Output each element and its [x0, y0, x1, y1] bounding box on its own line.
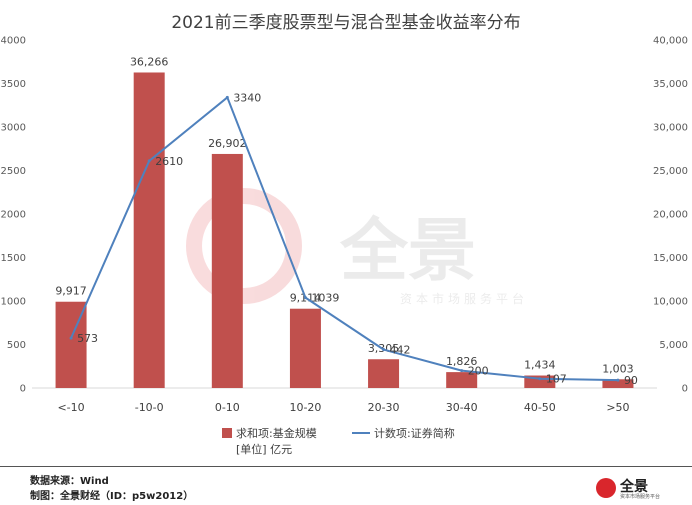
logo-mark-icon [596, 478, 616, 498]
bar [133, 72, 165, 388]
x-axis-tick: 30-40 [446, 401, 478, 414]
left-axis-tick: 0 [20, 384, 26, 395]
right-axis-tick: 40,000 [653, 36, 688, 47]
line-data-label: 442 [390, 344, 411, 357]
logo-name: 全景 [620, 479, 648, 495]
legend-bar-unit: [单位] 亿元 [236, 442, 292, 456]
line-data-label: 1039 [311, 292, 339, 305]
line-point [382, 348, 386, 352]
bar-data-label: 1,003 [602, 362, 634, 375]
left-axis-tick: 4000 [1, 36, 26, 47]
legend-bar-swatch [222, 428, 232, 438]
right-axis-tick: 35,000 [653, 79, 688, 90]
legend-bar-label: 求和项:基金规模 [236, 426, 317, 440]
right-axis-tick: 25,000 [653, 166, 688, 177]
line-point [460, 369, 464, 373]
legend-line-label: 计数项:证券简称 [374, 426, 455, 440]
line-path [70, 96, 618, 382]
footer-maker: 制图：全景财经（ID：p5w2012） [30, 491, 194, 502]
x-axis-tick: 0-10 [215, 401, 240, 414]
left-axis-tick: 2000 [1, 210, 26, 221]
x-axis-tick: 20-30 [368, 401, 400, 414]
right-y-axis: 0 5,000 10,000 15,000 20,000 25,000 30,000 35,0… [653, 36, 688, 395]
left-axis-tick: 1000 [1, 297, 26, 308]
watermark-name: 全景 [339, 212, 476, 291]
watermark-tagline: 资本市场服务平台 [400, 291, 528, 306]
right-axis-tick: 30,000 [653, 123, 688, 134]
bar-data-label: 36,266 [130, 55, 169, 68]
bar-data-label: 1,826 [446, 355, 478, 368]
line-data-label: 200 [468, 365, 489, 378]
left-axis-tick: 3000 [1, 123, 26, 134]
footer-divider [0, 466, 692, 467]
left-axis-tick: 2500 [1, 166, 26, 177]
x-axis-tick: <-10 [57, 401, 84, 414]
bar-data-label: 1,434 [524, 359, 556, 372]
line-point [616, 378, 620, 382]
chart: 全景 资本市场服务平台 2021前三季度股票型与混合型基金收益率分布 0 500 1… [1, 13, 688, 456]
right-axis-tick: 10,000 [653, 297, 688, 308]
x-axis-tick: 10-20 [289, 401, 321, 414]
line-series: 573 2610 3340 1039 442 200 107 90 [69, 91, 638, 387]
line-point [69, 336, 73, 340]
bar-data-label: 9,917 [55, 285, 87, 298]
logo: 全景 资本市场服务平台 [596, 476, 688, 502]
watermark-logo-mark [186, 188, 302, 304]
bar [289, 308, 321, 388]
bar [211, 153, 243, 388]
footer-source: 数据来源：Wind [30, 476, 109, 487]
line-data-label: 3340 [233, 91, 261, 104]
bar [602, 379, 634, 388]
left-axis-tick: 3500 [1, 79, 26, 90]
bar [446, 372, 478, 388]
left-axis-tick: 500 [7, 340, 26, 351]
x-axis-tick: 40-50 [524, 401, 556, 414]
x-axis-tick: -10-0 [135, 401, 164, 414]
logo-tagline: 资本市场服务平台 [620, 494, 661, 500]
left-y-axis: 0 500 1000 1500 2000 2500 3000 3500 4000 [1, 36, 26, 395]
x-axis: <-10 -10-0 0-10 10-20 20-30 30-40 40-50 >50 [57, 401, 629, 414]
watermark: 全景 资本市场服务平台 [186, 188, 528, 306]
chart-title: 2021前三季度股票型与混合型基金收益率分布 [171, 13, 520, 33]
line-point [303, 296, 307, 300]
right-axis-tick: 5,000 [659, 340, 688, 351]
line-data-label: 107 [546, 373, 567, 386]
line-point [225, 95, 229, 99]
line-data-label: 90 [624, 374, 638, 387]
line-point [538, 377, 542, 381]
right-axis-tick: 20,000 [653, 210, 688, 221]
right-axis-tick: 15,000 [653, 253, 688, 264]
right-axis-tick: 0 [682, 384, 688, 395]
x-axis-tick: >50 [606, 401, 629, 414]
bar [368, 359, 400, 388]
legend: 求和项:基金规模 [单位] 亿元 计数项:证券简称 [222, 426, 455, 456]
line-data-label: 2610 [155, 155, 183, 168]
line-point [147, 159, 151, 163]
left-axis-tick: 1500 [1, 253, 26, 264]
line-data-label: 573 [77, 332, 98, 345]
bar-data-label: 26,902 [208, 137, 247, 150]
